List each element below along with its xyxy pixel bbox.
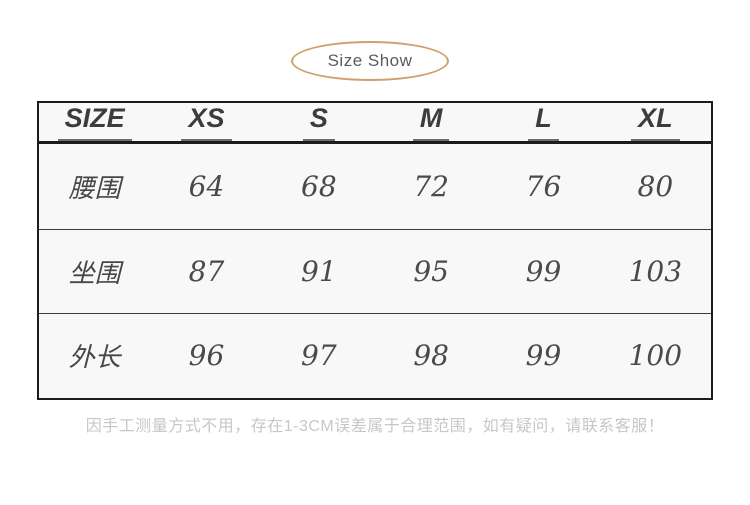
cell-outer-length-s: 97 (301, 339, 337, 373)
cell-hip-m: 95 (413, 254, 449, 288)
size-chart-header-row: SIZE XS S M L XL (38, 102, 712, 143)
cell-hip-xl: 103 (628, 254, 683, 288)
table-row-hip: 坐围 87 91 95 99 103 (38, 229, 712, 313)
header-label: S (302, 103, 335, 141)
cell-outer-length-l: 99 (525, 339, 562, 373)
cell-hip-s: 91 (301, 254, 337, 288)
cell-waist-xs: 64 (188, 169, 225, 203)
row-label-waist: 腰围 (68, 172, 121, 203)
table-row-waist: 腰围 64 68 72 76 80 (38, 142, 712, 230)
header-cell-s: S (263, 102, 375, 143)
measurement-disclaimer: 因手工测量方式不用，存在1-3CM误差属于合理范围，如有疑问，请联系客服！ (85, 418, 665, 435)
size-chart-table: SIZE XS S M L XL 腰围 64 68 72 76 80 坐围 87… (37, 101, 713, 400)
cell-outer-length-xl: 100 (628, 339, 683, 373)
cell-hip-xs: 87 (188, 254, 225, 288)
table-row-outer-length: 外长 96 97 98 99 100 (38, 313, 712, 399)
header-label: M (412, 103, 450, 141)
size-show-label: Size Show (327, 51, 413, 70)
header-cell-m: M (375, 102, 487, 143)
size-show-badge: Size Show (291, 41, 449, 81)
cell-waist-xl: 80 (637, 169, 674, 203)
header-label: L (528, 103, 559, 141)
header-cell-xl: XL (600, 102, 712, 143)
cell-outer-length-m: 98 (413, 339, 449, 373)
cell-outer-length-xs: 96 (188, 339, 225, 373)
cell-waist-l: 76 (525, 169, 562, 203)
header-label: XS (181, 103, 232, 141)
header-cell-size: SIZE (38, 102, 150, 143)
cell-hip-l: 99 (525, 254, 562, 288)
row-label-outer-length: 外长 (68, 342, 121, 373)
row-label-hip: 坐围 (68, 257, 121, 288)
cell-waist-s: 68 (301, 169, 337, 203)
header-cell-l: L (487, 102, 599, 143)
header-label: SIZE (57, 103, 132, 141)
cell-waist-m: 72 (413, 169, 449, 203)
header-cell-xs: XS (150, 102, 262, 143)
header-label: XL (631, 103, 680, 141)
